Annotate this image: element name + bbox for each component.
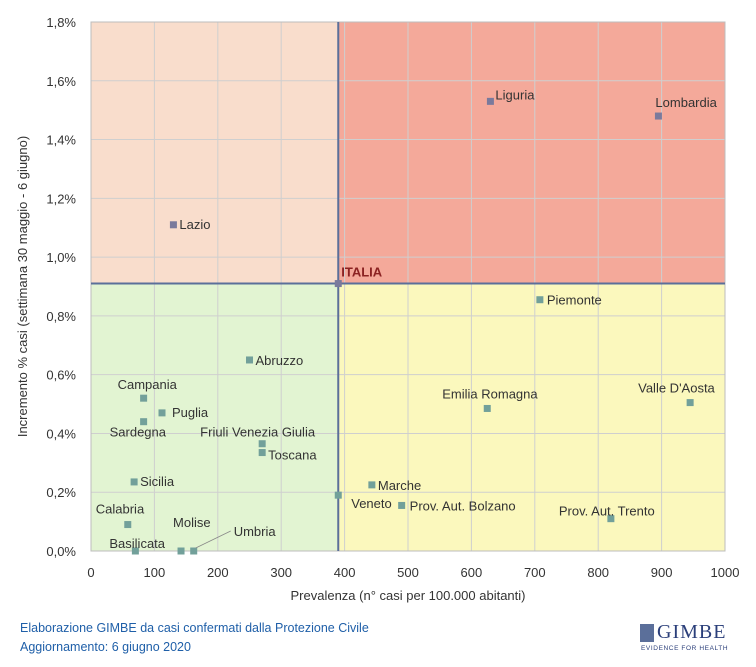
data-label: Toscana xyxy=(268,448,317,463)
data-label: Lazio xyxy=(179,217,210,232)
data-label: Abruzzo xyxy=(256,353,304,368)
quadrant-bottom-right xyxy=(338,283,725,551)
x-tick-label: 400 xyxy=(334,565,356,580)
y-tick-label: 0,6% xyxy=(46,368,76,383)
y-tick-label: 1,8% xyxy=(46,15,76,30)
gimbe-logo: GIMBE EVIDENCE FOR HEALTH xyxy=(640,621,736,655)
x-tick-label: 200 xyxy=(207,565,229,580)
data-point xyxy=(258,449,266,457)
x-tick-label: 800 xyxy=(587,565,609,580)
y-tick-label: 1,4% xyxy=(46,133,76,148)
data-label: Lombardia xyxy=(655,95,717,110)
quadrant-top-right xyxy=(338,22,725,284)
y-tick-label: 1,2% xyxy=(46,191,76,206)
reference-marker xyxy=(334,280,342,288)
y-tick-label: 0,4% xyxy=(46,426,76,441)
data-point xyxy=(158,409,166,417)
data-label: Basilicata xyxy=(109,536,165,551)
data-label: Sicilia xyxy=(140,474,175,489)
data-point xyxy=(483,404,491,412)
update-date: Aggiornamento: 6 giugno 2020 xyxy=(20,640,191,654)
source-line: Elaborazione GIMBE da casi confermati da… xyxy=(20,621,369,635)
data-label: Emilia Romagna xyxy=(442,386,538,401)
data-label: Sardegna xyxy=(110,425,167,440)
x-tick-label: 500 xyxy=(397,565,419,580)
data-point xyxy=(246,356,253,364)
data-label: Campania xyxy=(118,377,178,392)
data-point xyxy=(177,547,185,555)
data-label: Umbria xyxy=(234,524,277,539)
data-label: Veneto xyxy=(351,496,392,511)
y-axis-label: Incremento % casi (settimana 30 maggio -… xyxy=(15,136,30,437)
data-point xyxy=(169,221,177,229)
data-point xyxy=(486,97,494,105)
data-label: Valle D'Aosta xyxy=(638,381,715,396)
logo-name: GIMBE xyxy=(657,621,727,643)
reference-label: ITALIA xyxy=(341,265,383,280)
y-tick-label: 1,0% xyxy=(46,250,76,265)
x-tick-label: 300 xyxy=(270,565,292,580)
logo-tagline: EVIDENCE FOR HEALTH xyxy=(641,645,729,652)
data-point xyxy=(607,515,615,523)
y-tick-label: 1,6% xyxy=(46,74,76,89)
data-point xyxy=(654,112,662,120)
y-tick-label: 0,2% xyxy=(46,485,76,500)
data-point xyxy=(368,481,376,489)
quadrant-top-left xyxy=(91,22,339,284)
plot-border xyxy=(90,21,726,552)
x-axis-label: Prevalenza (n° casi per 100.000 abitanti… xyxy=(290,588,525,603)
y-tick-label: 0,0% xyxy=(46,544,76,559)
data-label: Puglia xyxy=(172,405,209,420)
data-label: Piemonte xyxy=(547,293,602,308)
x-tick-label: 900 xyxy=(651,565,673,580)
data-label: Molise xyxy=(173,515,211,530)
data-label: Prov. Aut. Bolzano xyxy=(410,498,516,513)
logo-mark-icon xyxy=(640,624,654,642)
data-point xyxy=(131,547,139,555)
data-point xyxy=(124,521,132,529)
data-label: Calabria xyxy=(96,502,145,517)
data-point xyxy=(686,399,694,407)
x-tick-label: 100 xyxy=(144,565,166,580)
x-tick-label: 1000 xyxy=(711,565,740,580)
data-point xyxy=(334,491,342,499)
source-note: Elaborazione GIMBE da casi confermati da… xyxy=(20,619,369,657)
x-tick-label: 0 xyxy=(87,565,94,580)
data-point xyxy=(190,547,198,555)
data-label: Prov. Aut. Trento xyxy=(559,504,655,519)
x-tick-label: 600 xyxy=(461,565,483,580)
umbria-leader-line xyxy=(195,530,231,549)
data-point xyxy=(140,394,148,402)
y-tick-label: 0,8% xyxy=(46,309,76,324)
x-tick-label: 700 xyxy=(524,565,546,580)
quadrant-bottom-left xyxy=(91,283,339,551)
data-label: Liguria xyxy=(495,87,535,102)
data-point xyxy=(140,418,148,426)
data-label: Marche xyxy=(378,478,421,493)
data-point xyxy=(398,501,406,509)
data-point xyxy=(536,296,544,304)
data-point xyxy=(130,478,138,486)
data-label: Friuli Venezia Giulia xyxy=(200,425,316,440)
data-point xyxy=(258,440,266,448)
